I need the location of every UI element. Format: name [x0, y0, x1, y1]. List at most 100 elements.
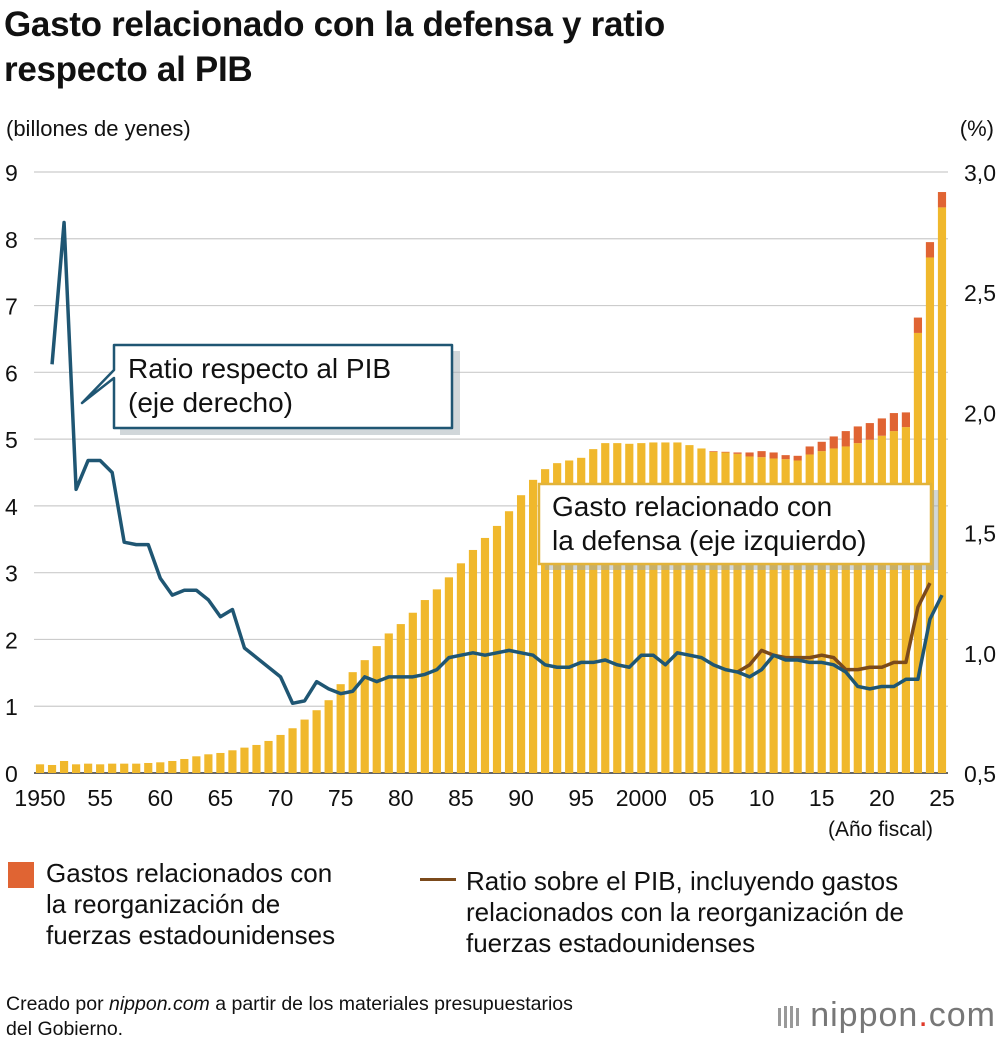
y-tick-left-4: 4 [5, 494, 18, 520]
bar-1991 [529, 479, 538, 773]
axis-labels: 0 1 2 3 4 5 6 7 8 9 0,5 1,0 1,5 2,0 2,5 3,0 1950 55 60 65 70… [5, 160, 996, 811]
bar-2002 [661, 442, 670, 773]
bar-1977 [360, 660, 369, 773]
legend-reorg-swatch [8, 862, 34, 888]
bar-2001 [649, 442, 658, 773]
bar-reorg-2010 [757, 451, 766, 458]
bar-reorg-2020 [877, 418, 886, 436]
bar-1985 [456, 563, 466, 773]
y-axis-unit-right: (%) [959, 116, 994, 141]
callout-ratio-line-2: (eje derecho) [128, 387, 293, 418]
bar-2021 [889, 431, 898, 773]
bar-2008 [733, 453, 742, 773]
callout-ratio-box [80, 343, 454, 430]
bar-1969 [264, 740, 273, 773]
legend-reorg: Gastos relacionados con la reorganizació… [46, 858, 426, 951]
y-tick-right-3: 2,0 [964, 400, 996, 426]
y-tick-left-0: 0 [5, 761, 18, 787]
bar-2011 [769, 458, 778, 773]
bar-1984 [444, 577, 453, 773]
bar-2013 [793, 460, 802, 773]
bar-1964 [204, 754, 213, 773]
chart-title-line-1: Gasto relacionado con la defensa y ratio [4, 5, 665, 44]
bar-1988 [492, 525, 502, 773]
x-tick-1950: 1950 [14, 785, 65, 811]
bar-1981 [408, 612, 417, 773]
y-axis-unit-left: (billones de yenes) [6, 116, 191, 141]
bar-reorg-2023 [913, 317, 923, 333]
bar-1990 [516, 495, 526, 773]
source-prefix: Creado por [6, 993, 109, 1015]
bar-2017 [841, 446, 850, 773]
callout-gasto-line-2: la defensa (eje izquierdo) [552, 525, 866, 556]
bar-1968 [252, 744, 261, 773]
bar-2005 [697, 448, 706, 773]
bar-reorg-2015 [817, 441, 826, 452]
brand-dot: . [918, 996, 929, 1034]
bar-reorg-2017 [841, 431, 850, 447]
bar-reorg-2016 [829, 436, 838, 449]
bar-1956 [108, 763, 117, 773]
bar-1986 [468, 549, 478, 773]
bar-reorg-2006 [709, 451, 718, 452]
bar-1996 [589, 449, 598, 773]
x-tick-95: 95 [568, 785, 594, 811]
bar-1959 [144, 762, 153, 773]
bar-1950 [35, 764, 45, 773]
bar-reorg-2018 [853, 426, 862, 444]
callouts: Ratio respecto al PIB(eje derecho) Gasto … [80, 343, 939, 570]
bar-2012 [781, 459, 790, 773]
legend-ratio-incl-line-1: Ratio sobre el PIB, incluyendo gastos [466, 866, 899, 896]
bar-reorg-2011 [769, 452, 778, 459]
chart-title-line-2: respecto al PIB [4, 50, 253, 89]
callout-gasto-line-1: Gasto relacionado con [552, 491, 832, 522]
nippon-logo-icon [778, 1006, 799, 1028]
bar-1982 [420, 600, 429, 773]
bar-1967 [240, 747, 249, 773]
legend-reorg-line-1: Gastos relacionados con [46, 858, 333, 888]
bar-1962 [180, 758, 189, 773]
callout-ratio-line-1: Ratio respecto al PIB [128, 353, 391, 384]
bar-2015 [817, 451, 826, 773]
bar-2020 [877, 435, 886, 773]
bar-2018 [853, 443, 862, 773]
bar-2022 [901, 427, 910, 773]
bar-1995 [577, 457, 586, 773]
bar-1989 [504, 511, 514, 773]
bar-2019 [865, 439, 874, 773]
x-tick-05: 05 [689, 785, 715, 811]
bar-reorg-2007 [721, 451, 730, 453]
x-tick-60: 60 [147, 785, 173, 811]
x-tick-90: 90 [508, 785, 534, 811]
source-line-2: del Gobierno. [6, 1018, 124, 1040]
bar-1953 [72, 764, 81, 773]
bar-reorg-2021 [889, 413, 898, 432]
bar-1952 [59, 760, 69, 773]
bar-reorg-2009 [745, 452, 754, 457]
bar-1966 [228, 750, 237, 773]
y-tick-left-1: 1 [5, 694, 18, 720]
y-tick-left-8: 8 [5, 227, 18, 253]
bar-2025 [937, 207, 947, 774]
x-axis-title: (Año fiscal) [828, 818, 934, 841]
bar-1993 [553, 463, 562, 773]
x-tick-75: 75 [328, 785, 354, 811]
bar-1994 [565, 460, 574, 773]
x-tick-20: 20 [869, 785, 895, 811]
bar-1980 [396, 624, 405, 773]
bar-1954 [84, 763, 93, 773]
bar-1975 [336, 684, 345, 773]
bar-1992 [541, 469, 550, 773]
legend-ratio-incl: Ratio sobre el PIB, incluyendo gastos re… [466, 866, 996, 959]
x-tick-70: 70 [268, 785, 294, 811]
bars-group [35, 192, 947, 774]
x-tick-80: 80 [388, 785, 414, 811]
bar-1974 [324, 700, 333, 773]
bar-1960 [156, 762, 165, 773]
y-tick-left-3: 3 [5, 561, 18, 587]
y-tick-left-6: 6 [5, 360, 18, 386]
bar-1971 [288, 728, 297, 773]
legend-ratio-incl-swatch [420, 878, 456, 881]
defense-spending-chart: 0 1 2 3 4 5 6 7 8 9 0,5 1,0 1,5 2,0 2,5 3,0 1950 55 60 65 70… [5, 160, 996, 811]
bar-reorg-2012 [781, 455, 790, 460]
